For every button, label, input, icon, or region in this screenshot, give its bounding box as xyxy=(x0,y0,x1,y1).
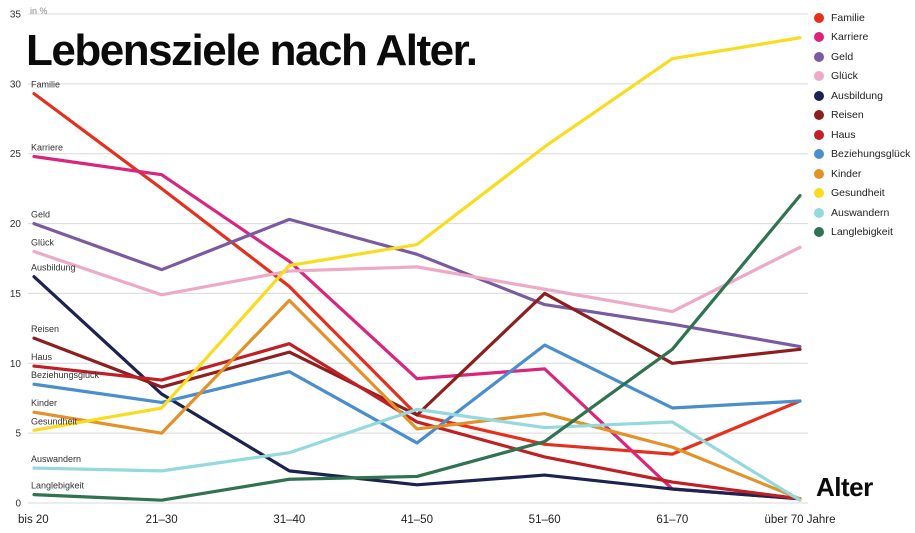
legend-label: Auswandern xyxy=(831,206,890,219)
legend-color-dot xyxy=(814,149,824,160)
series-line-reisen xyxy=(32,291,802,417)
series-line-auswandern xyxy=(32,407,802,502)
y-axis-tick-label: 20 xyxy=(10,219,22,230)
y-axis-tick-label: 35 xyxy=(10,10,22,21)
series-start-label-geld: Geld xyxy=(31,210,50,220)
y-axis-tick-label: 10 xyxy=(10,359,22,370)
series-line-haus xyxy=(32,342,802,501)
legend-color-dot xyxy=(814,188,824,199)
series-start-label-auswandern: Auswandern xyxy=(31,454,81,464)
legend-item-haus: Haus xyxy=(814,125,910,145)
x-axis-tick-label: über 70 Jahre xyxy=(765,514,836,526)
series-line-langlebigkeit xyxy=(32,194,802,502)
series-start-label-kinder: Kinder xyxy=(31,398,57,408)
legend-color-dot xyxy=(814,90,824,101)
legend-item-gesundheit: Gesundheit xyxy=(814,184,910,204)
legend-label: Glück xyxy=(831,70,858,83)
x-axis-tick-label: 61–70 xyxy=(656,514,688,526)
legend-item-geld: Geld xyxy=(814,47,910,67)
legend-item-familie: Familie xyxy=(814,8,910,28)
x-axis-tick-label: bis 20 xyxy=(18,514,49,526)
chart-legend: Familie Karriere Geld Glück Ausbildung Reisen… xyxy=(814,8,910,242)
legend-color-dot xyxy=(814,71,824,82)
y-axis-tick-label: 5 xyxy=(15,429,21,440)
y-axis-unit-label: in % xyxy=(30,6,48,16)
legend-item-ausbildung: Ausbildung xyxy=(814,86,910,106)
series-line-kinder xyxy=(32,298,802,501)
x-axis-tick-label: 51–60 xyxy=(529,514,561,526)
series-line-gesundheit xyxy=(32,36,802,432)
legend-label: Familie xyxy=(831,11,865,24)
legend-item-karriere: Karriere xyxy=(814,28,910,48)
legend-label: Haus xyxy=(831,128,856,141)
legend-color-dot xyxy=(814,51,824,62)
legend-label: Kinder xyxy=(831,167,862,180)
legend-item-kinder: Kinder xyxy=(814,164,910,184)
legend-color-dot xyxy=(814,227,824,238)
series-start-label-haus: Haus xyxy=(31,352,53,362)
x-axis-tick-label: 31–40 xyxy=(273,514,305,526)
series-start-label-familie: Familie xyxy=(31,80,60,90)
series-line-geld xyxy=(32,217,802,349)
legend-color-dot xyxy=(814,110,824,121)
legend-label: Reisen xyxy=(831,109,864,122)
x-axis-title: Alter xyxy=(816,472,873,502)
series-line-beziehungsgl-ck xyxy=(32,343,802,445)
legend-color-dot xyxy=(814,129,824,140)
y-axis-tick-label: 30 xyxy=(10,79,22,90)
series-line-ausbildung xyxy=(32,275,802,501)
series-start-label-beziehungsgl-ck: Beziehungsglück xyxy=(31,370,100,380)
legend-label: Gesundheit xyxy=(831,187,885,200)
series-start-label-reisen: Reisen xyxy=(31,324,59,334)
legend-label: Karriere xyxy=(831,31,869,44)
legend-item-gl-ck: Glück xyxy=(814,67,910,87)
x-axis-tick-label: 41–50 xyxy=(401,514,433,526)
series-line-gl-ck xyxy=(32,245,802,314)
series-start-label-karriere: Karriere xyxy=(31,143,63,153)
series-start-label-gl-ck: Glück xyxy=(31,238,55,248)
x-axis-tick-label: 21–30 xyxy=(146,514,178,526)
legend-color-dot xyxy=(814,168,824,179)
y-axis-tick-label: 0 xyxy=(15,499,21,510)
legend-item-beziehungsgl-ck: Beziehungsglück xyxy=(814,145,910,165)
legend-label: Ausbildung xyxy=(831,89,883,102)
chart-title: Lebensziele nach Alter. xyxy=(26,26,478,75)
legend-label: Geld xyxy=(831,50,854,63)
legend-label: Beziehungsglück xyxy=(831,148,911,161)
series-start-label-gesundheit: Gesundheit xyxy=(31,416,78,426)
legend-item-reisen: Reisen xyxy=(814,106,910,126)
legend-label: Langlebigkeit xyxy=(831,226,893,239)
legend-item-auswandern: Auswandern xyxy=(814,203,910,223)
legend-color-dot xyxy=(814,32,824,43)
y-axis-tick-label: 25 xyxy=(10,149,22,160)
series-start-label-langlebigkeit: Langlebigkeit xyxy=(31,481,85,491)
legend-color-dot xyxy=(814,12,824,23)
legend-color-dot xyxy=(814,207,824,218)
legend-item-langlebigkeit: Langlebigkeit xyxy=(814,223,910,243)
y-axis-tick-label: 15 xyxy=(10,289,22,300)
series-start-label-ausbildung: Ausbildung xyxy=(31,263,76,273)
